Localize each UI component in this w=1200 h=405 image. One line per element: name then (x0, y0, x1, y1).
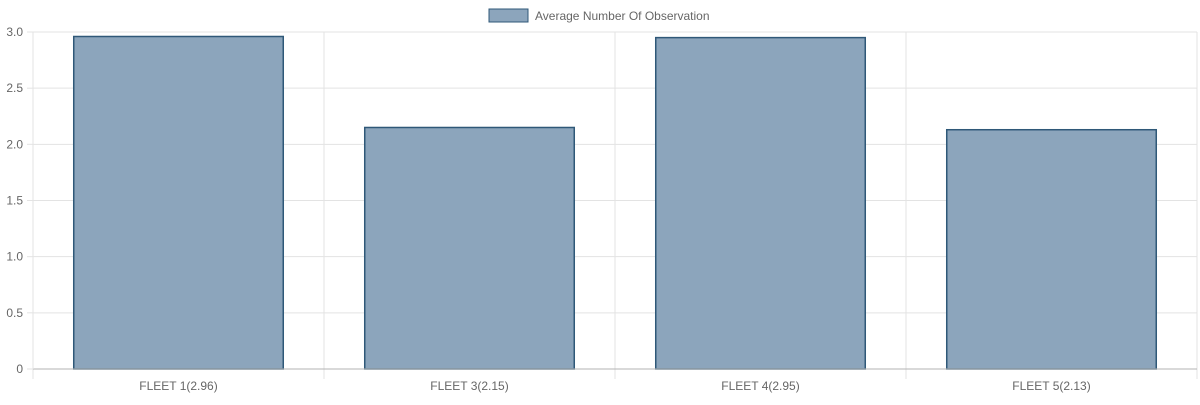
y-tick-label: 1.5 (6, 194, 23, 208)
y-tick-label: 0 (16, 362, 23, 376)
bar[interactable] (945, 128, 1158, 370)
y-tick-label: 0.5 (6, 306, 23, 320)
bar[interactable] (654, 36, 867, 370)
legend-label[interactable]: Average Number Of Observation (535, 9, 710, 23)
y-axis-ticks: 0 0.5 1.0 1.5 2.0 2.5 3.0 (6, 25, 33, 376)
y-tick-label: 3.0 (6, 25, 23, 39)
y-tick-label: 2.0 (6, 137, 23, 151)
y-tick-label: 1.0 (6, 250, 23, 264)
x-tick-label: FLEET 3(2.15) (430, 379, 508, 393)
x-tick-label: FLEET 4(2.95) (721, 379, 799, 393)
x-tick-label: FLEET 1(2.96) (139, 379, 217, 393)
legend-swatch[interactable] (488, 8, 529, 23)
legend[interactable]: Average Number Of Observation (488, 8, 710, 23)
bar[interactable] (72, 35, 285, 370)
bars (72, 35, 1158, 370)
bar[interactable] (363, 126, 576, 370)
y-tick-label: 2.5 (6, 81, 23, 95)
x-axis-ticks: FLEET 1(2.96) FLEET 3(2.15) FLEET 4(2.95) F… (139, 379, 1090, 393)
x-tick-label: FLEET 5(2.13) (1012, 379, 1090, 393)
